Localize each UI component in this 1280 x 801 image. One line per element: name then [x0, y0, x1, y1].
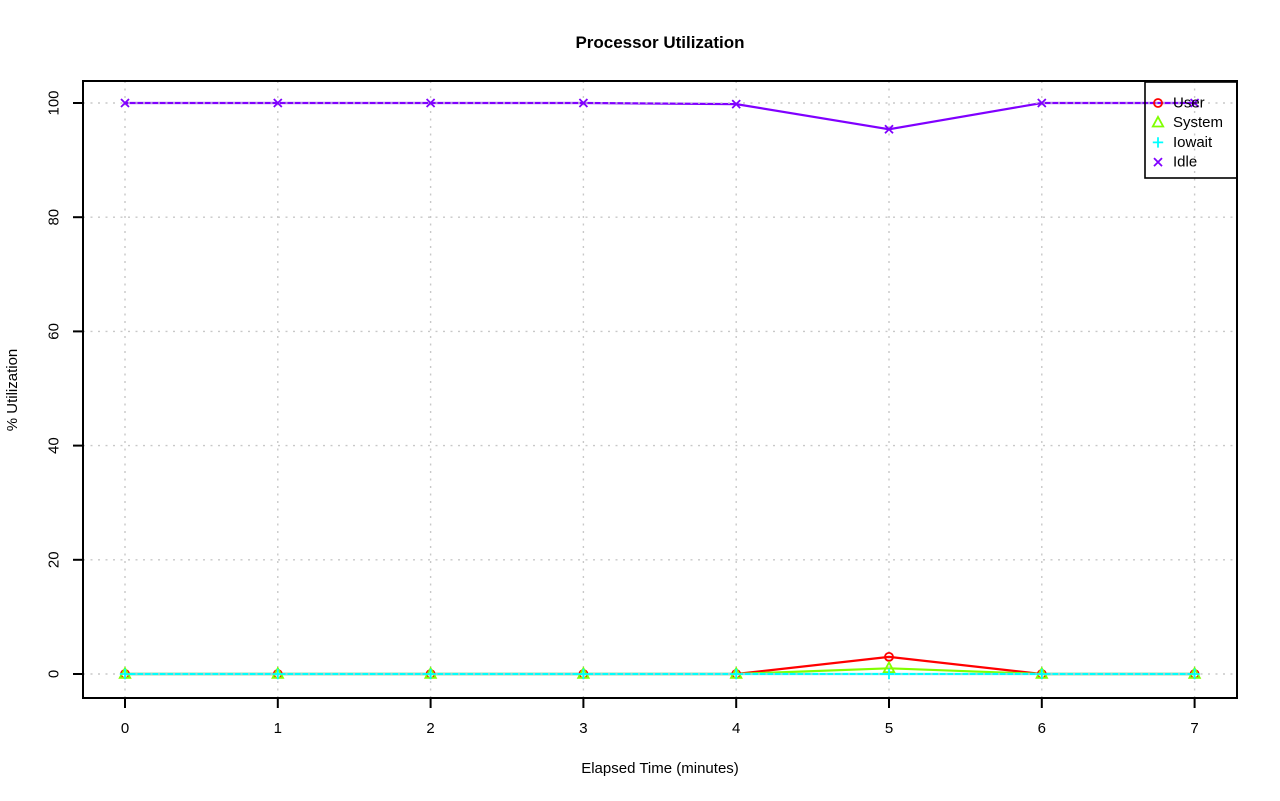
- x-tick-label: 2: [426, 720, 434, 737]
- gridlines: [83, 81, 1237, 698]
- y-tick-label: 60: [46, 323, 63, 340]
- legend-marker-idle: [1153, 157, 1163, 167]
- legend: User System Iowait Idle: [1144, 81, 1238, 179]
- data-marker-idle: [425, 98, 436, 108]
- series-lines: [125, 101, 1195, 676]
- y-tick-label: 100: [46, 90, 63, 115]
- y-tick-label: 0: [46, 670, 63, 678]
- data-marker-iowait: [425, 668, 436, 680]
- series-line-user: [125, 655, 1195, 676]
- axes: 0 1 2 3 4 5 6 7 0 20 40 60 80 100: [46, 80, 1238, 737]
- data-marker-idle: [1189, 98, 1200, 108]
- x-tick-label: 1: [274, 720, 282, 737]
- data-marker-idle: [731, 99, 741, 109]
- x-tick-label: 5: [885, 720, 893, 737]
- data-marker-iowait: [119, 668, 131, 680]
- x-axis-label: Elapsed Time (minutes): [581, 760, 739, 777]
- legend-item-label: Idle: [1173, 154, 1197, 171]
- legend-marker-system: [1151, 115, 1165, 128]
- data-marker-idle: [578, 98, 589, 108]
- legend-item-label: Iowait: [1173, 134, 1213, 151]
- data-marker-iowait: [731, 668, 742, 680]
- legend-item-label: System: [1173, 114, 1223, 131]
- data-marker-idle: [884, 124, 894, 134]
- y-tick-label: 80: [46, 209, 63, 226]
- plot-box: [82, 80, 1238, 699]
- legend-item-label: User: [1173, 95, 1205, 112]
- data-marker-iowait: [1036, 668, 1047, 680]
- data-marker-iowait: [578, 668, 589, 680]
- data-marker-idle: [120, 98, 130, 108]
- legend-box: [1144, 81, 1238, 179]
- chart-title: Processor Utilization: [575, 33, 744, 52]
- y-axis-label: % Utilization: [4, 349, 21, 432]
- x-tick-label: 0: [121, 720, 129, 737]
- legend-marker-user: [1153, 98, 1163, 108]
- data-marker-iowait: [883, 668, 895, 680]
- data-marker-iowait: [1189, 668, 1200, 680]
- data-marker-idle: [1037, 98, 1047, 108]
- x-tick-label: 4: [732, 720, 740, 737]
- data-marker-iowait: [272, 668, 283, 680]
- data-marker-idle: [273, 98, 283, 108]
- x-tick-label: 6: [1038, 720, 1046, 737]
- y-tick-label: 40: [46, 437, 63, 454]
- x-tick-label: 7: [1190, 720, 1198, 737]
- series-line-idle: [125, 101, 1195, 131]
- legend-marker-iowait: [1152, 137, 1164, 148]
- series-markers: [118, 98, 1202, 680]
- y-tick-label: 20: [46, 551, 63, 568]
- x-tick-label: 3: [579, 720, 587, 737]
